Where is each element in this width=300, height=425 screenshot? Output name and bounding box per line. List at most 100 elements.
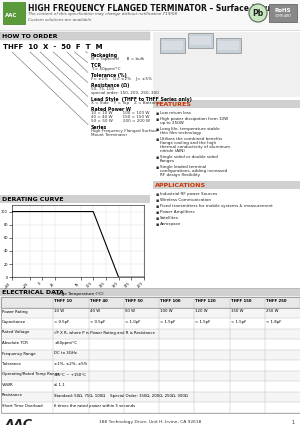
Text: flange cooling and the high: flange cooling and the high [160,141,216,145]
Text: ELECTRICAL DATA: ELECTRICAL DATA [2,289,64,295]
Text: Operating/Rated Temp Range: Operating/Rated Temp Range [2,372,59,377]
Text: Resistance: Resistance [2,394,23,397]
Bar [1,329,300,339]
Text: ▪: ▪ [156,165,159,170]
Text: THFF 250: THFF 250 [266,299,286,303]
Text: 100 W: 100 W [160,309,173,314]
Bar [0,195,150,203]
Bar [1,360,300,371]
Text: FEATURES: FEATURES [155,102,191,107]
Text: special order: 150, 200, 250, 300: special order: 150, 200, 250, 300 [91,91,159,95]
Text: 120 W: 120 W [195,309,208,314]
Text: Single leaded terminal: Single leaded terminal [160,165,206,169]
Text: Power Amplifiers: Power Amplifiers [160,210,195,214]
Bar [269,4,297,22]
Bar [216,38,241,53]
Text: < 1.0pF: < 1.0pF [125,320,140,324]
Text: ≤ 1.1: ≤ 1.1 [54,383,65,387]
Text: 6 times the rated power within 5 seconds: 6 times the rated power within 5 seconds [54,404,136,408]
Bar [153,32,300,97]
Bar [1,349,300,360]
Text: flanges: flanges [160,159,175,163]
Text: configurations, adding increased: configurations, adding increased [160,169,227,173]
Bar [153,181,300,189]
Bar [153,100,300,108]
Text: Tolerance (%): Tolerance (%) [91,73,127,78]
Bar [0,32,150,40]
Bar [1,402,300,413]
Text: COMPLIANT: COMPLIANT [274,14,292,18]
Text: ▪: ▪ [156,137,159,142]
Text: -55°C ~ +150°C: -55°C ~ +150°C [54,372,86,377]
Text: 150 W: 150 W [230,309,243,314]
Bar [1,339,300,349]
Text: 50 = 50 W        200 = 200 W: 50 = 50 W 200 = 200 W [91,119,150,123]
Bar [218,41,239,50]
Text: HIGH FREQUENCY FLANGED TERMINATOR – Surface Mount: HIGH FREQUENCY FLANGED TERMINATOR – Surf… [28,4,279,13]
Text: Single sided or double sided: Single sided or double sided [160,155,218,159]
Text: < 1.8pF: < 1.8pF [266,320,281,324]
Text: THFF 120: THFF 120 [195,299,216,303]
Text: RF design flexibility: RF design flexibility [160,173,200,177]
Text: Frequency Range: Frequency Range [2,351,36,355]
Text: < 0.5pF: < 0.5pF [54,320,70,324]
Text: THFF 100: THFF 100 [160,299,181,303]
Text: AAC: AAC [5,13,17,18]
Circle shape [249,4,267,22]
Bar [3,2,25,24]
Text: F= ±1%    G= ±2%    J= ±5%: F= ±1% G= ±2% J= ±5% [91,77,152,81]
Text: Power Rating: Power Rating [2,309,28,314]
Text: RoHS: RoHS [275,8,291,13]
Text: Packaging: Packaging [91,53,118,58]
Text: 250 W: 250 W [266,309,278,314]
Text: ▪: ▪ [156,155,159,160]
Text: thin film technology: thin film technology [160,131,201,135]
Text: Mount Terminator: Mount Terminator [91,133,127,137]
Bar [0,288,300,296]
Text: Standard: 50Ω, 75Ω, 100Ω    Special Order: 150Ω, 200Ω, 250Ω, 300Ω: Standard: 50Ω, 75Ω, 100Ω Special Order: … [54,394,188,397]
Text: M = Tape/reel      B = bulk: M = Tape/reel B = bulk [91,57,144,61]
Text: 50, 75, 100: 50, 75, 100 [91,87,114,91]
Text: ▪: ▪ [156,111,159,116]
Text: Wireless Communication: Wireless Communication [160,198,211,202]
Text: < 0.5pF: < 0.5pF [90,320,105,324]
Text: ▪: ▪ [156,204,159,209]
Text: 40 W: 40 W [90,309,100,314]
Text: APPLICATIONS: APPLICATIONS [155,182,206,187]
Bar [1,391,300,402]
Text: Low return loss: Low return loss [160,111,191,115]
Text: ±50ppm/°C: ±50ppm/°C [54,341,77,345]
Text: Short Time Overload: Short Time Overload [2,404,43,408]
Text: THFF  10  X  -  50  F  T  M: THFF 10 X - 50 F T M [3,44,103,50]
Bar [0,32,150,40]
Text: 40 = 40 W        150 = 150 W: 40 = 40 W 150 = 150 W [91,115,149,119]
Text: Fixed transmitters for mobile systems & measurement: Fixed transmitters for mobile systems & … [160,204,273,208]
Text: Pb: Pb [252,8,264,17]
Bar [3,2,25,24]
X-axis label: Flange Temperature (°C): Flange Temperature (°C) [53,292,103,296]
Text: up to 250W: up to 250W [160,121,184,125]
Text: Industrial RF power Sources: Industrial RF power Sources [160,192,217,196]
Text: 10 W: 10 W [54,309,64,314]
Text: 10 = 10 W        100 = 100 W: 10 = 10 W 100 = 100 W [91,111,149,115]
Text: THFF 40: THFF 40 [90,299,107,303]
Text: < 1.5pF: < 1.5pF [195,320,211,324]
Bar [1,308,300,318]
Text: The content of this specification may change without notification T19/08: The content of this specification may ch… [28,12,177,16]
Text: VSWR: VSWR [2,383,14,387]
Text: High Frequency Flanged Surface: High Frequency Flanged Surface [91,129,158,133]
Text: Satellites: Satellites [160,216,179,220]
Text: ▪: ▪ [156,210,159,215]
Text: Utilizes the combined benefits: Utilizes the combined benefits [160,137,222,141]
Text: ±1%, ±2%, ±5%: ±1%, ±2%, ±5% [54,362,88,366]
Text: 188 Technology Drive, Unit H, Irvine, CA 92618
TEL: 949-453-9888 • FAX: 949-453-: 188 Technology Drive, Unit H, Irvine, CA… [99,420,201,425]
Text: High power dissipation from 10W: High power dissipation from 10W [160,117,228,121]
Bar [1,297,300,413]
Bar [1,371,300,381]
Text: ▪: ▪ [156,198,159,203]
Bar [160,38,185,53]
Bar [190,36,211,45]
Text: HOW TO ORDER: HOW TO ORDER [2,34,58,39]
Text: 50 W: 50 W [125,309,135,314]
Text: Rated Voltage: Rated Voltage [2,331,29,334]
